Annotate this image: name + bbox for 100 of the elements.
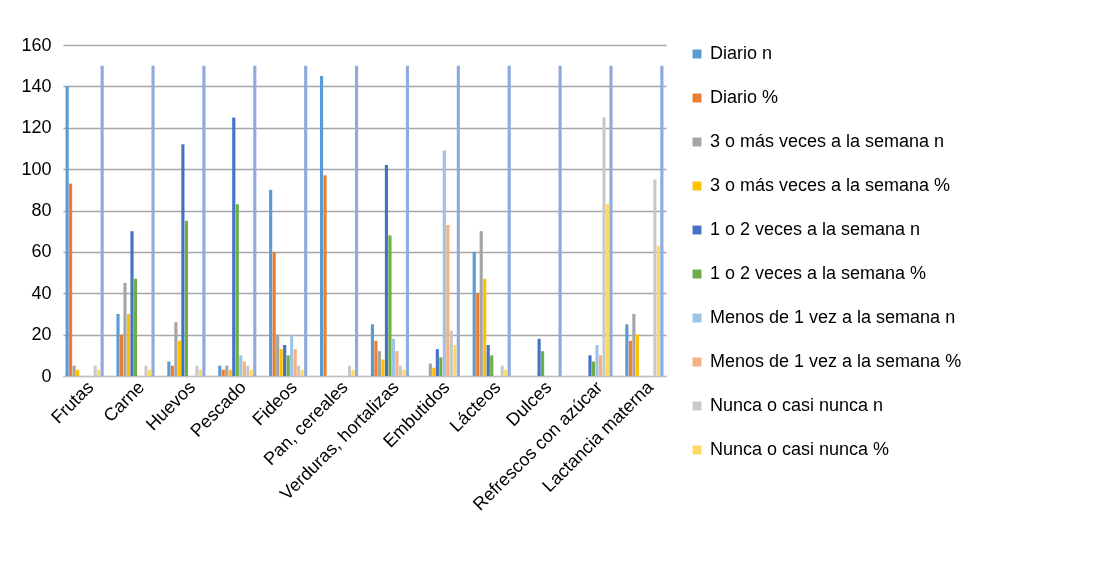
bar (598, 355, 603, 376)
bar (202, 65, 206, 376)
y-tick-label: 100 (21, 158, 52, 179)
bar (635, 334, 639, 376)
bar (225, 365, 229, 376)
bar (290, 334, 294, 376)
legend-label: Diario % (710, 87, 779, 107)
bar (130, 231, 134, 376)
bar (351, 369, 355, 376)
bar (69, 183, 73, 376)
bar (304, 65, 308, 376)
bar (65, 86, 69, 376)
bar (507, 65, 511, 376)
bar (279, 349, 283, 376)
bar (660, 65, 664, 376)
bar (588, 355, 592, 376)
bar (442, 150, 446, 376)
bar (184, 220, 188, 376)
bar (402, 369, 406, 376)
bar (239, 355, 243, 376)
bar (253, 65, 257, 376)
bar (490, 355, 494, 376)
bar (286, 355, 290, 376)
bar (133, 278, 138, 376)
bar (656, 245, 660, 376)
bar (377, 351, 382, 376)
bar (395, 351, 399, 376)
legend-label: Diario n (710, 43, 773, 63)
y-tick-label: 80 (31, 200, 52, 220)
bar (76, 369, 80, 376)
bar (72, 365, 76, 376)
bar (221, 369, 225, 376)
bar (453, 344, 457, 376)
bar (405, 65, 410, 376)
bar (476, 293, 480, 376)
bar (249, 369, 253, 376)
bar (198, 369, 202, 376)
bar (167, 361, 171, 376)
y-tick-label: 160 (21, 34, 52, 55)
bar (381, 359, 385, 376)
bar (147, 369, 152, 376)
bar (170, 365, 174, 376)
y-tick-label: 0 (41, 365, 52, 386)
bar (119, 334, 124, 376)
bar (428, 363, 432, 376)
bar (319, 76, 324, 376)
y-tick-label: 20 (31, 324, 52, 345)
bar (537, 338, 541, 376)
legend-label: Nunca o casi nunca % (710, 439, 890, 459)
bar (181, 144, 185, 376)
legend-label: 1 o 2 veces a la semana % (710, 263, 927, 283)
bar (472, 251, 476, 376)
legend-label: 1 o 2 veces a la semana n (710, 219, 921, 239)
bar (232, 117, 236, 376)
bar (272, 251, 276, 376)
bar (283, 344, 287, 376)
legend-label: Nunca o casi nunca n (710, 395, 884, 415)
bar (126, 313, 131, 376)
bar (218, 365, 222, 376)
bar (456, 65, 460, 376)
bar (439, 357, 443, 376)
bar (558, 65, 562, 376)
bar (605, 204, 610, 376)
y-tick-label: 40 (31, 282, 52, 303)
bar (483, 278, 487, 376)
bar (242, 361, 246, 376)
bar (228, 369, 232, 376)
bar (100, 65, 104, 376)
bar (177, 340, 181, 376)
y-tick-label: 140 (21, 75, 52, 96)
bar (504, 369, 508, 376)
bar (354, 65, 359, 376)
bar (116, 313, 120, 376)
bar (486, 344, 490, 376)
bar (388, 235, 392, 376)
bar (541, 351, 545, 376)
bar (628, 340, 632, 376)
bar (300, 369, 304, 376)
bar (609, 65, 613, 376)
legend-label: 3 o más veces a la semana n (710, 131, 945, 151)
bar (435, 349, 439, 376)
bar (595, 344, 599, 376)
bar (625, 324, 629, 376)
legend-label: Menos de 1 vez a la semana % (710, 351, 962, 371)
bar (235, 204, 239, 376)
bar (370, 324, 375, 376)
bar (151, 65, 155, 376)
bar (591, 361, 596, 376)
y-tick-label: 120 (21, 117, 52, 138)
y-tick-label: 60 (31, 241, 52, 262)
legend-label: Menos de 1 vez a la semana n (710, 307, 956, 327)
bar (391, 338, 396, 376)
bar (446, 224, 450, 376)
bar (97, 369, 101, 376)
bar (384, 164, 389, 376)
bar (293, 349, 297, 376)
legend-label: 3 o más veces a la semana % (710, 175, 951, 195)
bar (269, 189, 273, 376)
bar (374, 340, 378, 376)
bar (432, 367, 436, 376)
